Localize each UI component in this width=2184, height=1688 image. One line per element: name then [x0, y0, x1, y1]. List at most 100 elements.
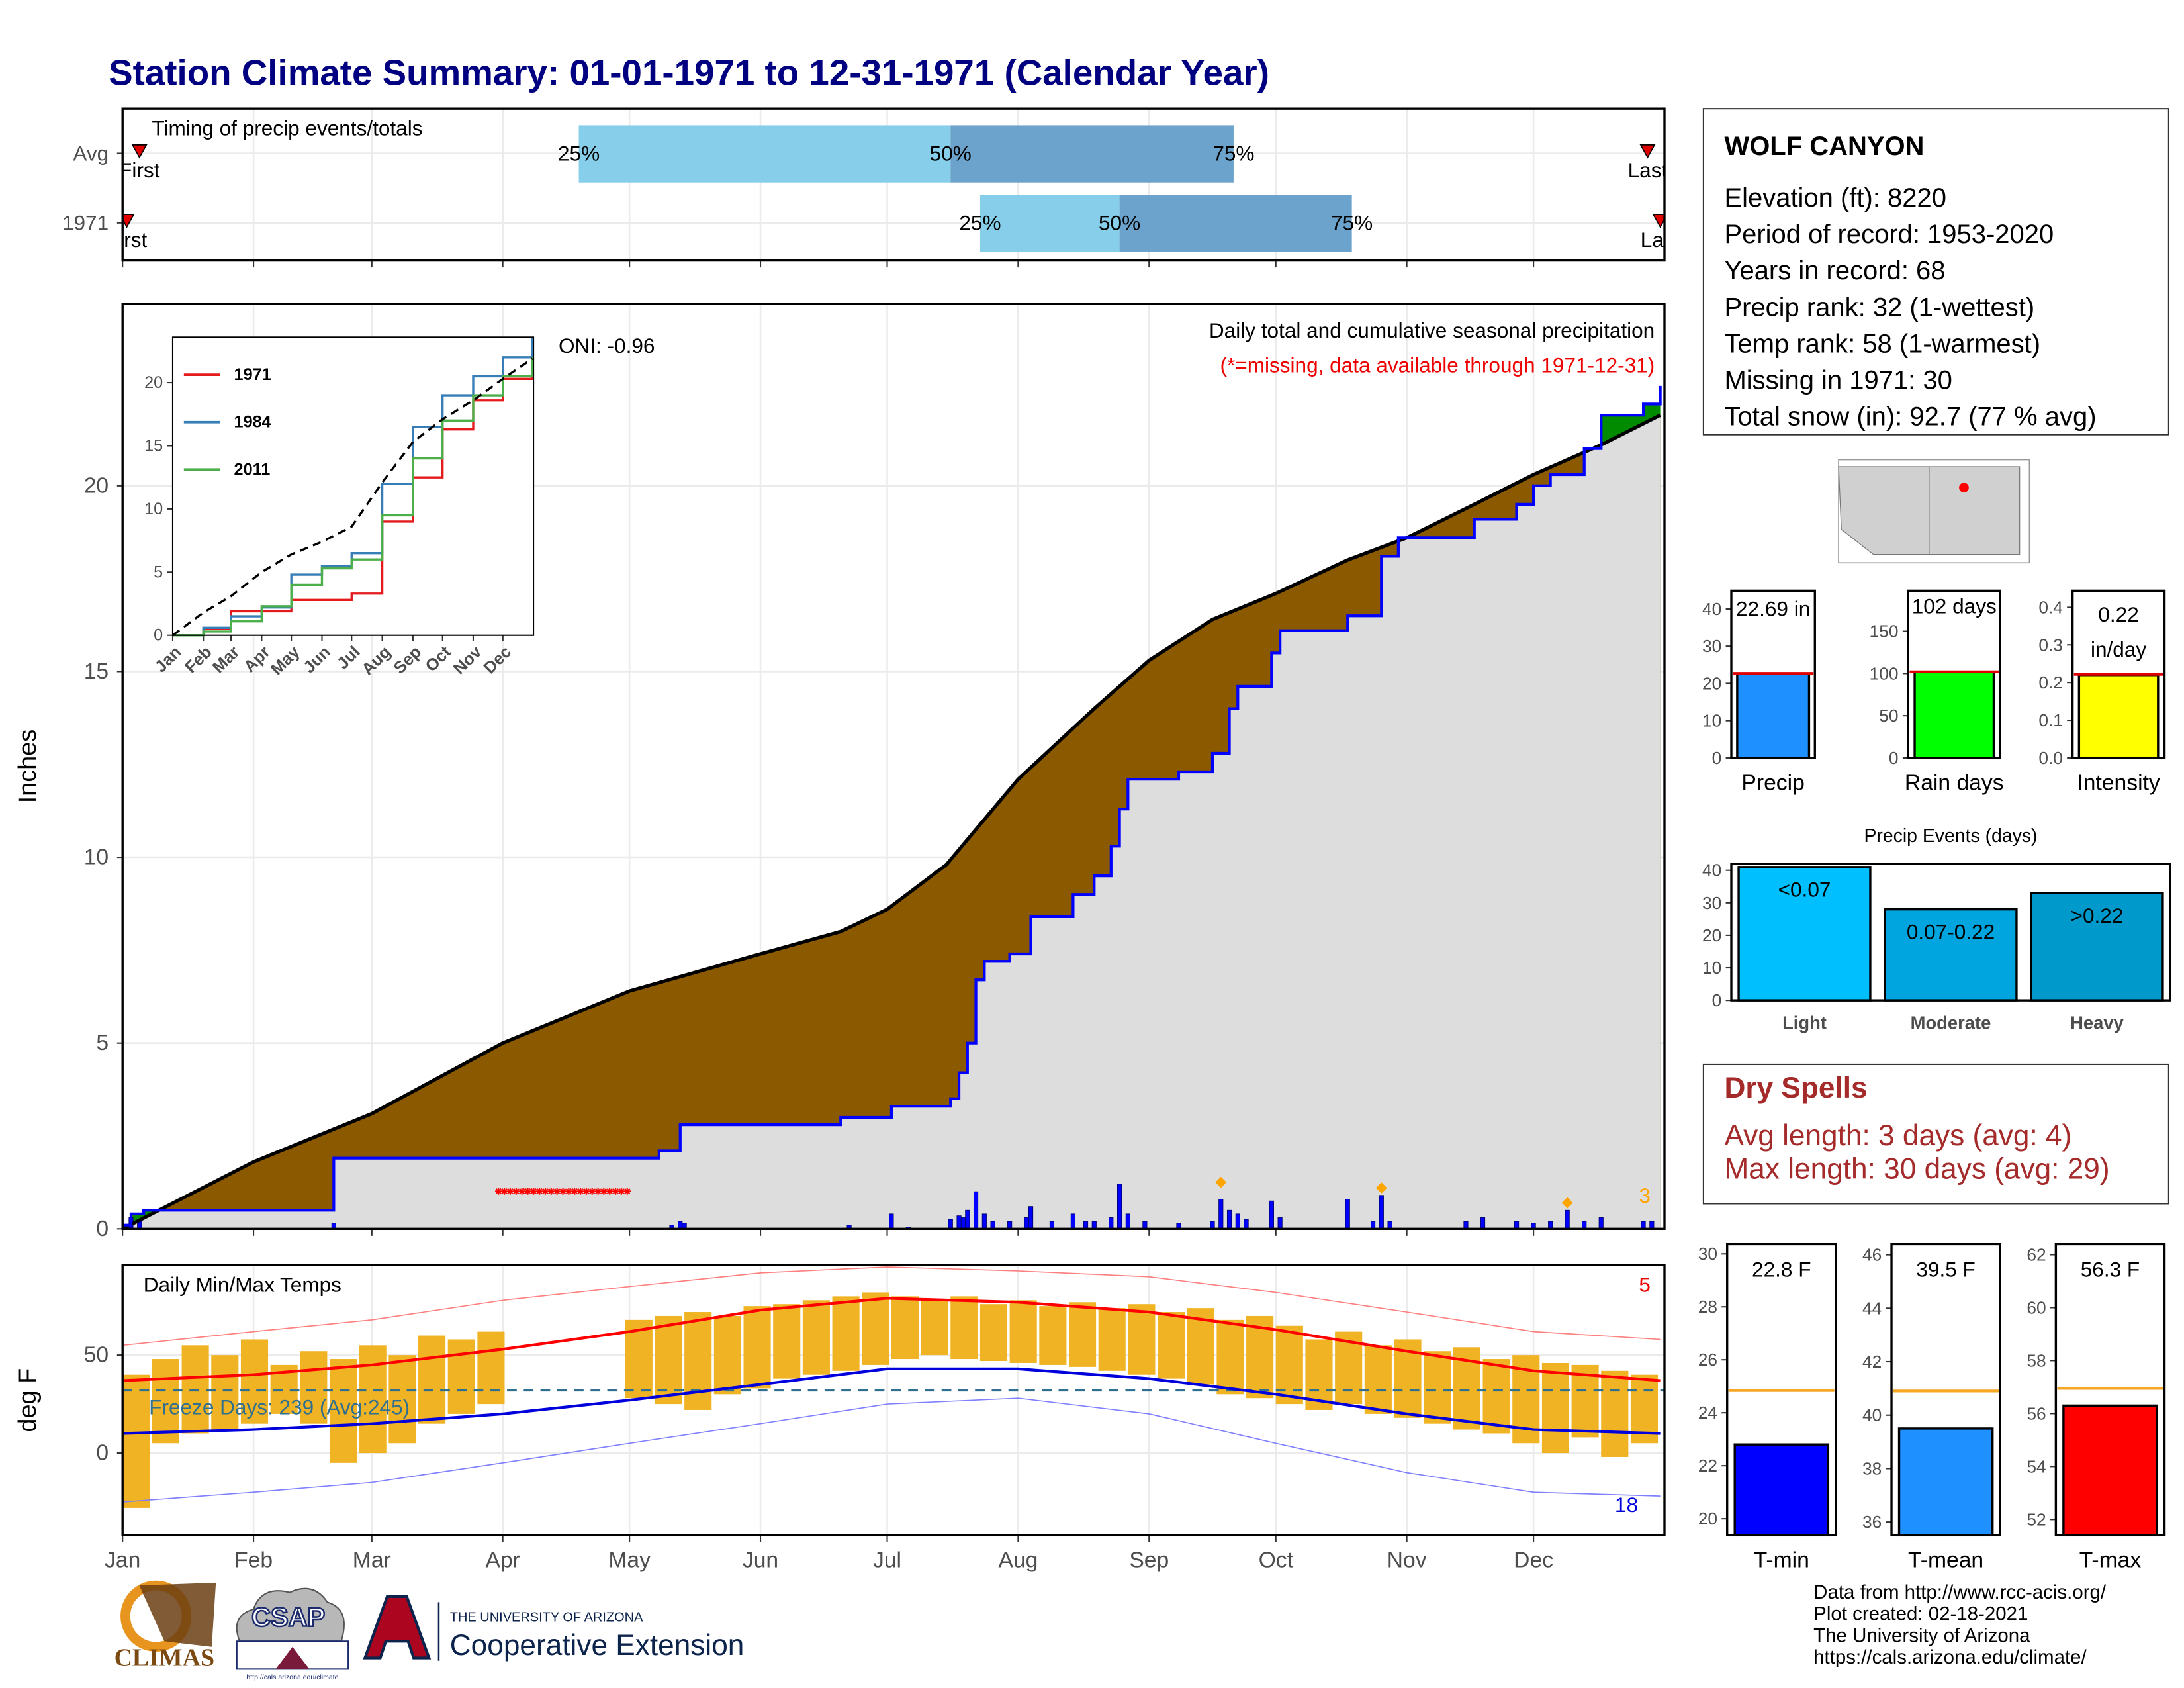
y-tick-label: 36: [1862, 1512, 1882, 1532]
y-tick-label: 0.0: [2038, 748, 2063, 768]
footer-text: Data from http://www.rcc-acis.org/: [1813, 1581, 2107, 1603]
climas-text: CLIMAS: [114, 1644, 215, 1672]
y-tick-label: 20: [1702, 925, 1721, 945]
panel-title: Daily total and cumulative seasonal prec…: [1209, 318, 1655, 342]
y-tick-label: 20: [84, 473, 109, 498]
exceed-count: 3: [1639, 1184, 1651, 1207]
missing-marker: [559, 1188, 567, 1195]
missing-marker: [612, 1188, 619, 1195]
temperature-bar: [211, 1355, 239, 1430]
temperature-bar: [240, 1339, 269, 1424]
missing-marker: [594, 1188, 602, 1195]
station-info: Temp rank: 58 (1-warmest): [1724, 329, 2040, 358]
daily-precip-bar: [973, 1191, 979, 1229]
daily-precip-bar: [956, 1215, 962, 1229]
y-tick-label: 30: [1702, 893, 1721, 913]
missing-marker: [495, 1188, 502, 1195]
missing-marker: [606, 1188, 614, 1195]
ua-text: THE UNIVERSITY OF ARIZONA: [450, 1611, 643, 1625]
bar: [1913, 671, 1995, 759]
average-cumulative-line: [122, 413, 1661, 1229]
x-tick-label: Aug: [998, 1548, 1038, 1573]
csap-text: CSAP: [251, 1603, 325, 1632]
station-map: [1838, 459, 2030, 564]
missing-marker: [518, 1188, 525, 1195]
daily-precip-bar: [981, 1213, 987, 1229]
csap-logo: [236, 1587, 345, 1642]
logos: CLIMAS CSAP http://cals.arizona.edu/clim…: [114, 1580, 744, 1681]
event-label: First: [107, 228, 148, 252]
record-low-count: 18: [1615, 1493, 1638, 1517]
y-tick-label: 100: [1870, 663, 1899, 683]
daily-precip-bar: [948, 1219, 953, 1229]
y-tick-label: 40: [1702, 599, 1721, 619]
x-tick-label: Apr: [485, 1548, 520, 1573]
daily-precip-bar: [1091, 1221, 1097, 1229]
daily-precip-bar: [1370, 1221, 1376, 1229]
bar-label: <0.07: [1778, 877, 1831, 901]
temperature-bar: [1098, 1308, 1126, 1371]
y-tick-label: 15: [144, 436, 163, 455]
daily-precip-bar: [682, 1223, 687, 1229]
x-tick-label: Oct: [1259, 1548, 1294, 1573]
temperature-bar: [1216, 1319, 1244, 1395]
row-label: Avg: [73, 142, 109, 165]
value-label: 56.3 F: [2081, 1257, 2140, 1281]
y-tick-label: 40: [1862, 1405, 1882, 1425]
y-tick-label: 0: [1712, 748, 1722, 768]
missing-marker: [553, 1188, 561, 1195]
temperature-line: [122, 1367, 1661, 1435]
y-tick-label: 20: [1698, 1509, 1717, 1528]
observed-area: [122, 415, 1661, 1229]
daily-precip-bar: [1582, 1221, 1587, 1229]
inset-line: [171, 357, 533, 637]
panel-frame: [1730, 589, 1816, 759]
panel-title: Daily Min/Max Temps: [144, 1272, 341, 1296]
panel-frame: [121, 303, 1666, 1230]
quartile-label: 75%: [1212, 142, 1254, 165]
missing-marker: [506, 1188, 514, 1195]
dry-spells-title: Dry Spells: [1724, 1072, 1867, 1104]
climas-logo: [139, 1582, 216, 1647]
quartile-label: 25%: [959, 211, 1001, 235]
temperature-bar: [802, 1300, 830, 1375]
temperature-bar: [329, 1359, 357, 1463]
panel-frame: [1730, 863, 2171, 1002]
daily-precip-bar: [1598, 1217, 1604, 1229]
temperature-bar: [1158, 1312, 1185, 1379]
event-label: Last: [1641, 228, 1680, 252]
bar: [2062, 1404, 2158, 1537]
temperature-bar: [152, 1359, 179, 1444]
quartile-bar: [578, 125, 951, 183]
missing-marker: [500, 1188, 508, 1195]
x-tick-label: Jul: [873, 1548, 901, 1573]
daily-precip-bar: [1269, 1200, 1274, 1229]
y-tick-label: 0.4: [2038, 597, 2063, 617]
temperature-bar: [1039, 1306, 1067, 1365]
missing-marker: [530, 1188, 537, 1195]
category-label: Light: [1782, 1012, 1827, 1033]
daily-precip-bar: [1117, 1184, 1122, 1229]
daily-precip-bar: [960, 1217, 966, 1229]
temperature-bar: [684, 1312, 712, 1410]
missing-marker: [582, 1188, 590, 1195]
temperature-bar: [1541, 1362, 1569, 1454]
temperature-bar: [477, 1331, 505, 1405]
daily-precip-bar: [1142, 1221, 1148, 1229]
daily-precip-bar: [1641, 1221, 1646, 1229]
map-state: [1838, 466, 1930, 555]
temperature-bar: [447, 1339, 475, 1414]
daily-precip-bar: [1049, 1221, 1055, 1229]
daily-precip-bar: [1235, 1213, 1240, 1229]
value-label: 102 days: [1912, 594, 1997, 618]
temperature-bar: [743, 1306, 771, 1389]
daily-precip-bar: [1125, 1213, 1130, 1229]
station-info: Elevation (ft): 8220: [1724, 183, 1946, 212]
y-tick-label: 30: [1702, 636, 1721, 656]
missing-marker: [565, 1188, 572, 1195]
daily-precip-bar: [1218, 1198, 1224, 1229]
y-tick-label: 10: [144, 500, 163, 518]
temperature-bar: [388, 1355, 416, 1444]
daily-precip-bar: [1083, 1221, 1089, 1229]
category-label: Precip: [1741, 771, 1804, 795]
